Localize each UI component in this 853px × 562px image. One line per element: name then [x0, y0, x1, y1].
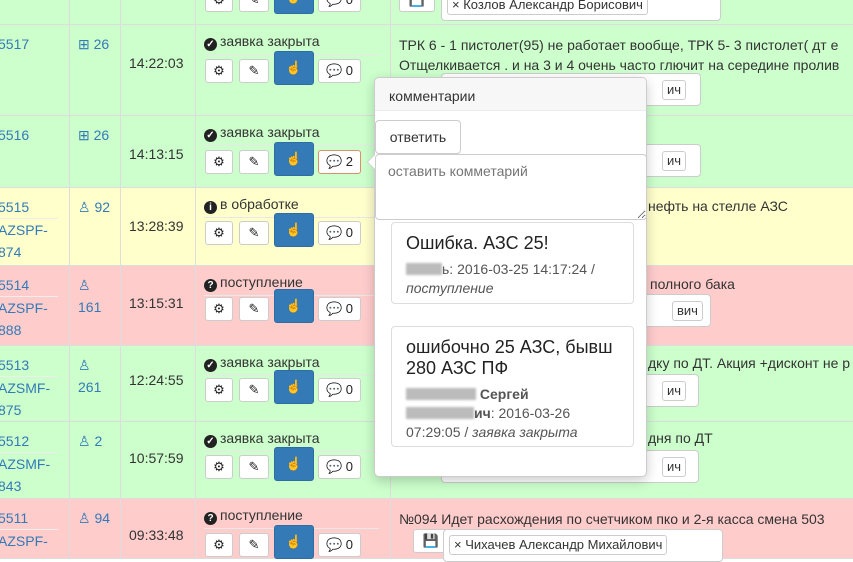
settings-button[interactable]: ⚙ — [205, 59, 233, 83]
info-circle-icon: i — [204, 201, 217, 214]
edit-button[interactable]: ✎ — [239, 59, 269, 83]
user-tag[interactable]: × Козлов Александр Борисович — [447, 0, 648, 15]
ticket-link[interactable]: 5516 — [0, 127, 30, 143]
comments-button[interactable]: 💬 0 — [318, 533, 361, 557]
edit-button[interactable]: ✎ — [239, 221, 269, 245]
station-link[interactable]: 843 — [0, 478, 22, 494]
description: ТРК 6 - 1 пистолет(95) не работает вообщ… — [399, 37, 840, 73]
redacted-author — [406, 388, 476, 400]
edit-button[interactable]: ✎ — [239, 455, 269, 479]
station-link[interactable]: 874 — [0, 244, 22, 260]
ticket-link[interactable]: 5511 — [0, 510, 29, 526]
check-circle-icon: ✓ — [204, 359, 217, 372]
os-info: ⊞ 26 — [78, 36, 110, 52]
linux-icon: ♙ — [78, 199, 91, 215]
description: нефть на стелле АЗС — [648, 198, 788, 214]
ticket-link[interactable]: 5513 — [0, 357, 30, 373]
edit-button[interactable]: ✎ — [239, 378, 269, 402]
comments-popover: комментарии ответить Ошибка. АЗС 25! ь: … — [367, 77, 647, 477]
save-button[interactable]: 💾 — [399, 0, 435, 12]
comments-button[interactable]: 💬 2 — [318, 150, 361, 174]
edit-button[interactable]: ✎ — [239, 0, 269, 12]
take-button[interactable]: ☝ — [274, 370, 314, 404]
reply-button[interactable]: ответить — [375, 120, 461, 154]
station-link[interactable]: AZSPF- — [0, 300, 48, 316]
settings-button[interactable]: ⚙ — [205, 378, 233, 402]
check-circle-icon: ✓ — [204, 38, 217, 51]
comments-button[interactable]: 💬 0 — [318, 378, 361, 402]
station-link[interactable]: AZSMF- — [0, 456, 51, 472]
station-link[interactable]: AZSMF- — [0, 380, 51, 396]
linux-icon: ♙ — [78, 357, 91, 373]
edit-button[interactable]: ✎ — [239, 297, 269, 321]
take-button[interactable]: ☝ — [274, 0, 314, 14]
station-link[interactable]: AZSPF- — [0, 533, 48, 549]
take-button[interactable]: ☝ — [274, 289, 314, 323]
settings-button[interactable]: ⚙ — [205, 0, 233, 12]
take-button[interactable]: ☝ — [274, 142, 314, 176]
station-link[interactable]: 875 — [0, 402, 22, 418]
comment-card: ошибочно 25 АЗС, бывш 280 АЗС ПФ Сергей и… — [391, 326, 634, 447]
user-select[interactable]: × Чихачев Александр Михайлович — [443, 529, 723, 562]
question-circle-icon: ? — [204, 279, 217, 292]
comments-button[interactable]: 💬 0 — [318, 0, 361, 12]
comments-button[interactable]: 💬 0 — [318, 221, 361, 245]
popover-arrow — [367, 154, 375, 170]
linux-icon: ♙ — [78, 433, 91, 449]
settings-button[interactable]: ⚙ — [205, 455, 233, 479]
comments-button[interactable]: 💬 0 — [318, 455, 361, 479]
ticket-link[interactable]: 5517 — [0, 36, 30, 52]
settings-button[interactable]: ⚙ — [205, 297, 233, 321]
station-link[interactable]: 888 — [0, 322, 22, 338]
comment-card: Ошибка. АЗС 25! ь: 2016-03-25 14:17:24 /… — [391, 222, 634, 304]
take-button[interactable]: ☝ — [274, 51, 314, 85]
table-row: ⚙ ✎ ☝ 💬 0 💾 × Козлов Александр Борисович — [0, 0, 853, 25]
station-link[interactable]: AZSPF- — [0, 222, 48, 238]
take-button[interactable]: ☝ — [274, 525, 314, 559]
comment-input[interactable] — [375, 154, 647, 220]
take-button[interactable]: ☝ — [274, 213, 314, 247]
check-circle-icon: ✓ — [204, 435, 217, 448]
time: 14:13:15 — [129, 146, 184, 162]
settings-button[interactable]: ⚙ — [205, 150, 233, 174]
ticket-link[interactable]: 5514 — [0, 277, 30, 293]
question-circle-icon: ? — [204, 512, 217, 525]
time: 14:22:03 — [129, 55, 184, 71]
description: №094 Идет расхождения по счетчиком пко и… — [399, 511, 825, 527]
settings-button[interactable]: ⚙ — [205, 221, 233, 245]
check-circle-icon: ✓ — [204, 129, 217, 142]
user-select[interactable]: × Козлов Александр Борисович — [441, 0, 721, 21]
windows-icon: ⊞ — [78, 127, 90, 143]
linux-icon: ♙ — [78, 277, 91, 293]
redacted-author — [406, 263, 442, 275]
edit-button[interactable]: ✎ — [239, 533, 269, 557]
take-button[interactable]: ☝ — [274, 447, 314, 481]
linux-icon: ♙ — [78, 510, 91, 526]
settings-button[interactable]: ⚙ — [205, 533, 233, 557]
comments-button[interactable]: 💬 0 — [318, 297, 361, 321]
table-row: 5511 AZSPF- ♙ 94 09:33:48 ? поступление ⚙ … — [0, 499, 853, 562]
windows-icon: ⊞ — [78, 36, 90, 52]
comments-button[interactable]: 💬 0 — [318, 59, 361, 83]
edit-button[interactable]: ✎ — [239, 150, 269, 174]
ticket-link[interactable]: 5515 — [0, 199, 30, 215]
ticket-link[interactable]: 5512 — [0, 433, 30, 449]
user-tag[interactable]: × Чихачев Александр Михайлович — [449, 535, 668, 555]
popover-title: комментарии — [375, 78, 646, 111]
